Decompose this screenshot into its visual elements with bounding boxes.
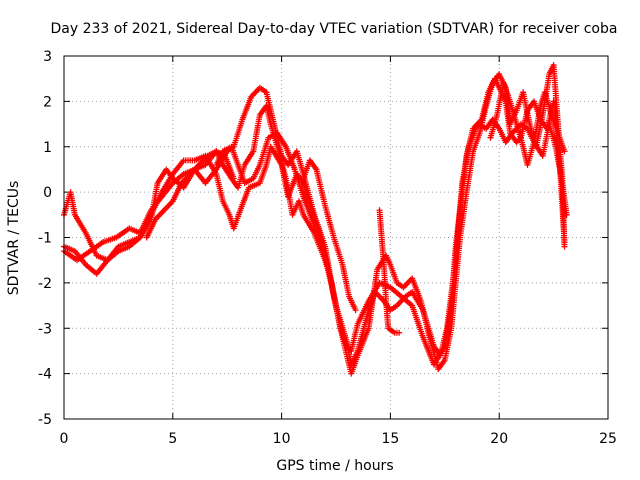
x-tick-label: 25 bbox=[599, 431, 617, 447]
x-axis-label: GPS time / hours bbox=[276, 458, 393, 474]
x-tick-label: 15 bbox=[381, 431, 399, 447]
x-tick-labels: 0 5 10 15 20 25 bbox=[60, 431, 617, 447]
x-tick-label: 20 bbox=[490, 431, 508, 447]
data-point bbox=[561, 243, 568, 250]
plot-frame bbox=[63, 55, 609, 420]
x-tick-label: 10 bbox=[273, 431, 291, 447]
x-tick-label: 5 bbox=[168, 431, 177, 447]
y-tick-label: -3 bbox=[38, 321, 52, 337]
series-3 bbox=[61, 62, 568, 377]
data-point bbox=[561, 148, 568, 155]
series-8 bbox=[487, 80, 568, 168]
series-5 bbox=[300, 157, 359, 314]
data-point bbox=[352, 307, 359, 314]
series-6 bbox=[213, 130, 331, 268]
y-axis-label: SDTVAR / TECUs bbox=[6, 181, 22, 296]
y-tick-label: -1 bbox=[38, 231, 52, 247]
y-tick-label: -5 bbox=[38, 412, 52, 428]
data-point bbox=[396, 329, 403, 336]
y-tick-label: 0 bbox=[43, 185, 52, 201]
series-7 bbox=[143, 148, 237, 241]
y-tick-label: 2 bbox=[43, 94, 52, 110]
y-tick-label: 1 bbox=[43, 140, 52, 156]
y-tick-label: -4 bbox=[38, 367, 52, 383]
data-point bbox=[324, 261, 331, 268]
data-point bbox=[563, 211, 570, 218]
data-marks bbox=[61, 62, 570, 377]
x-tick-label: 0 bbox=[60, 431, 69, 447]
data-point bbox=[230, 175, 237, 182]
y-tick-labels: -5 -4 -3 -2 -1 0 1 2 3 bbox=[38, 49, 52, 428]
y-tick-label: 3 bbox=[43, 49, 52, 65]
series-4 bbox=[376, 207, 403, 336]
chart-title: Day 233 of 2021, Sidereal Day-to-day VTE… bbox=[51, 21, 618, 37]
y-tick-label: -2 bbox=[38, 276, 52, 292]
